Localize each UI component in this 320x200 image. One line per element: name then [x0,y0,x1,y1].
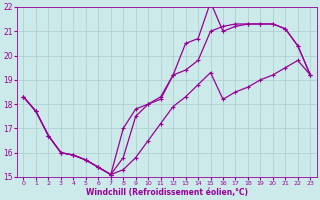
X-axis label: Windchill (Refroidissement éolien,°C): Windchill (Refroidissement éolien,°C) [86,188,248,197]
